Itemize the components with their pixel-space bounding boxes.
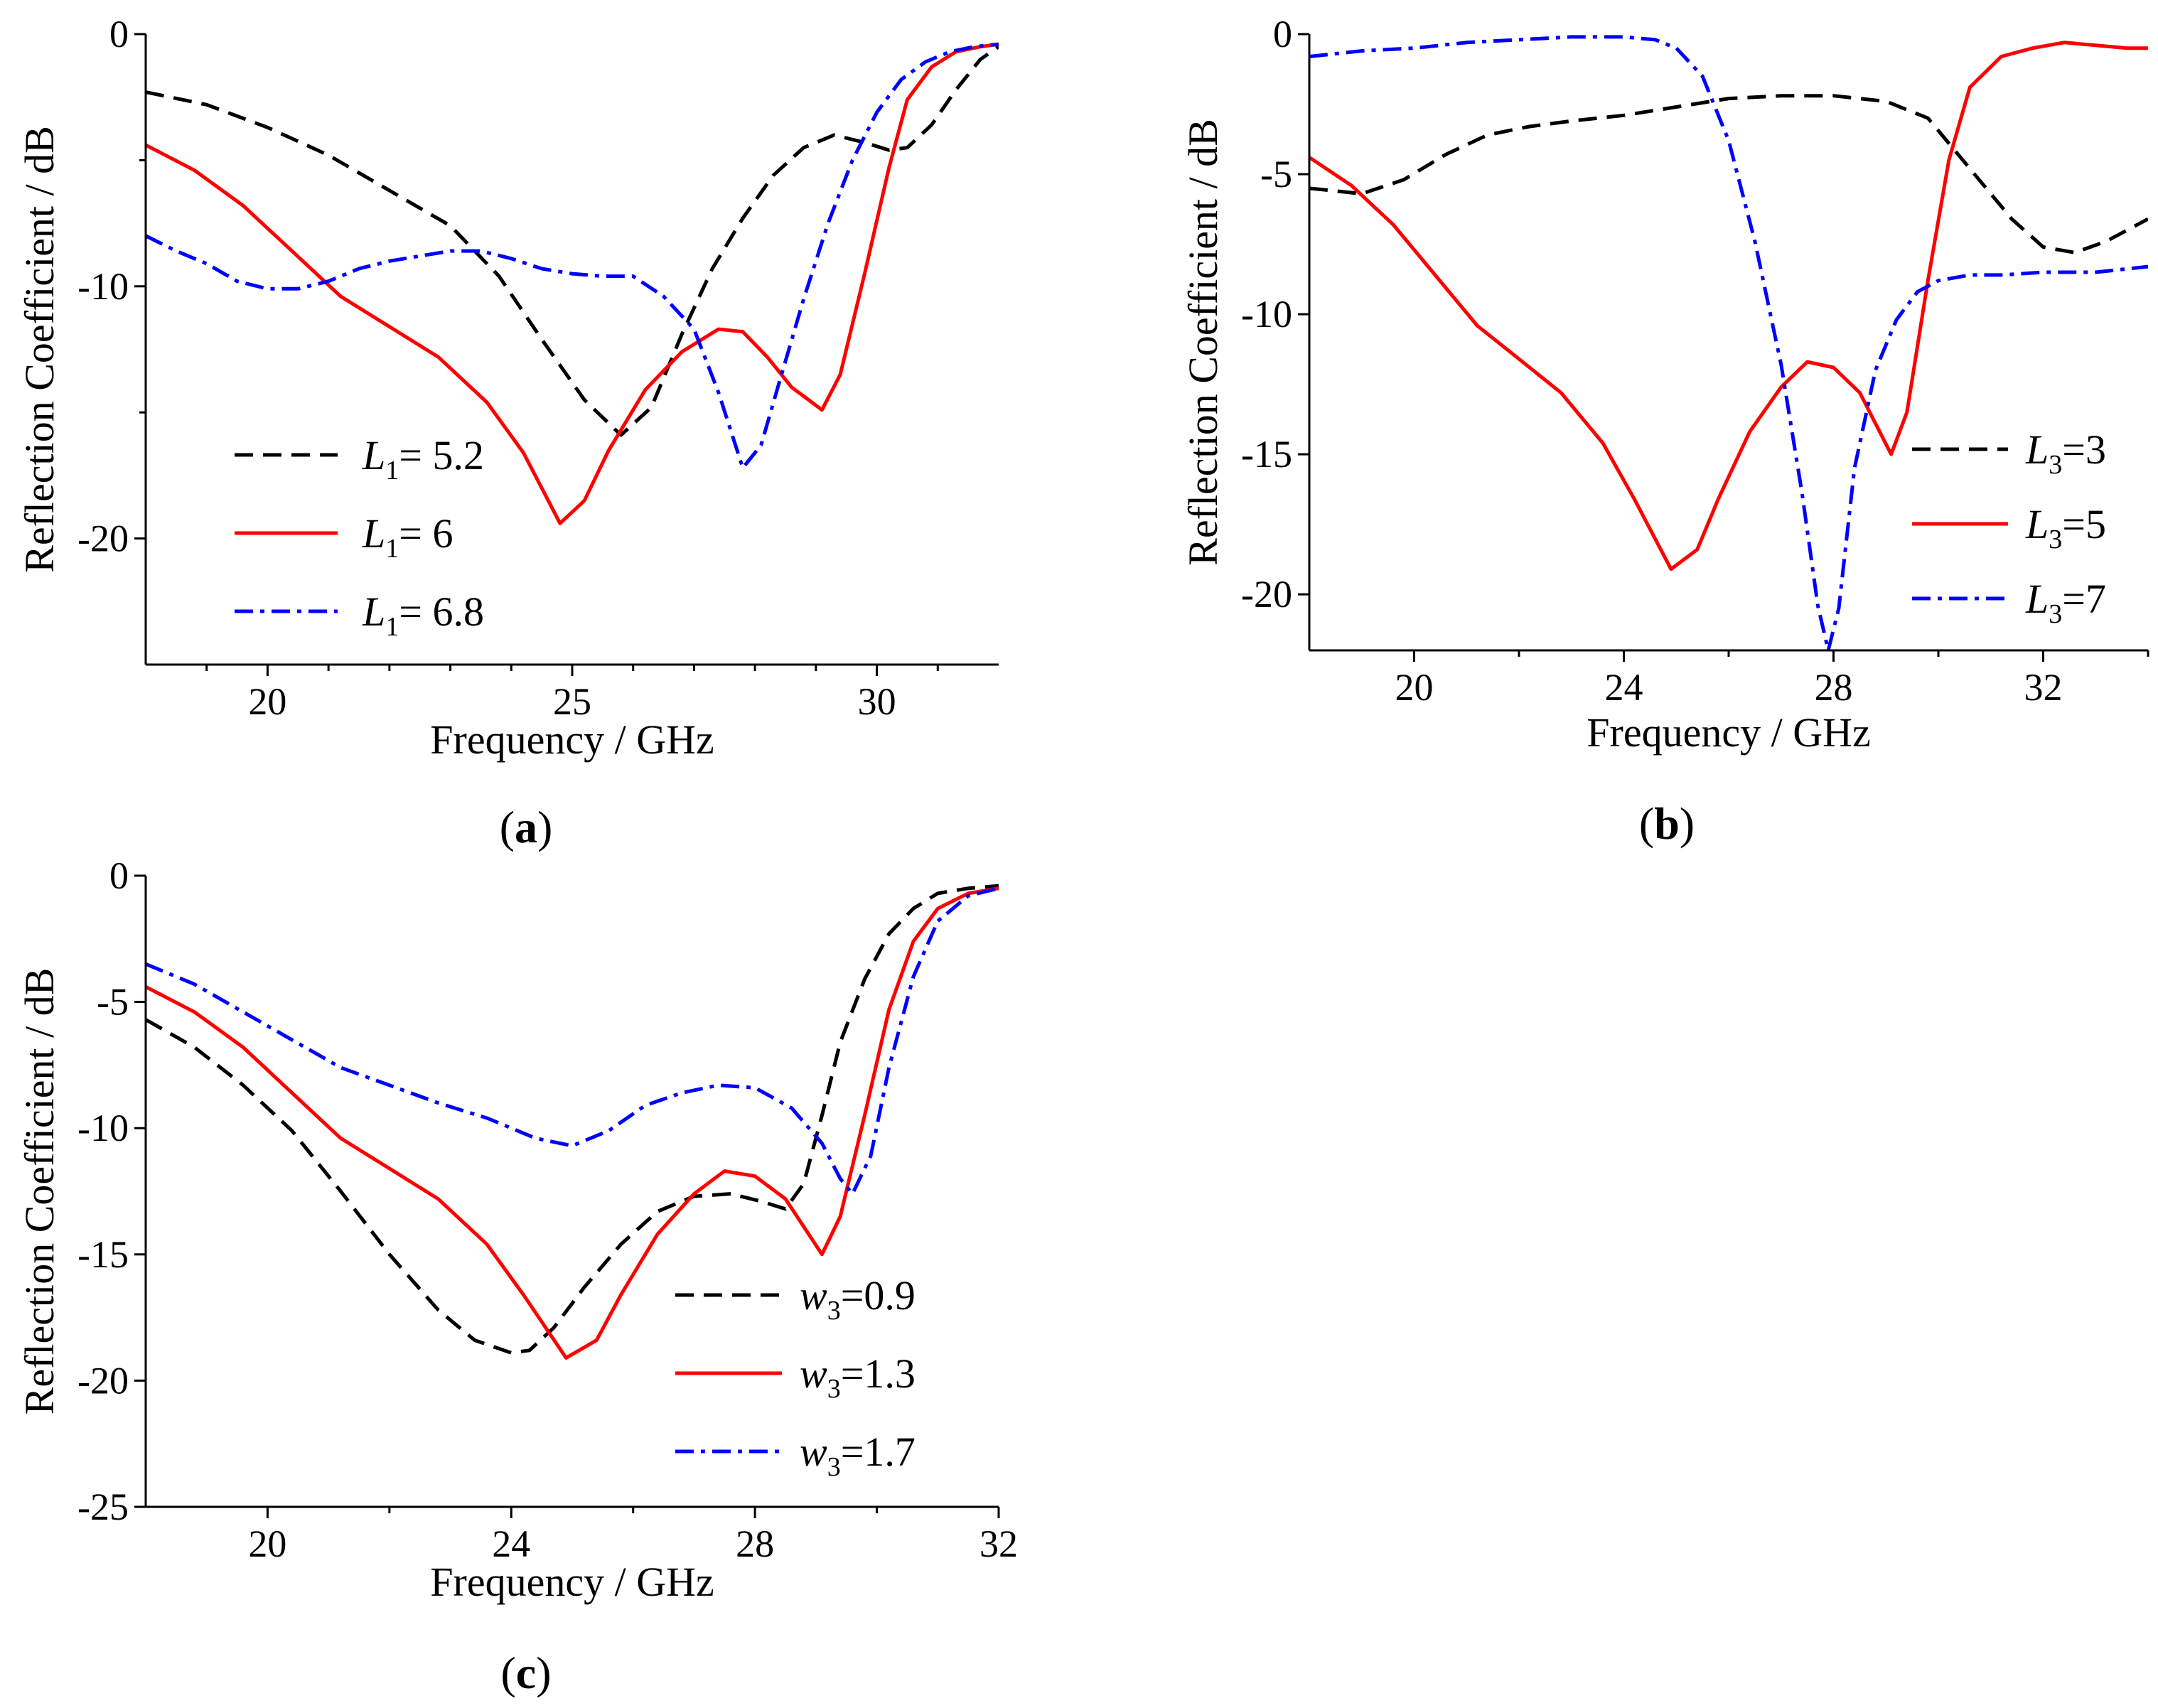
legend-value: =1.3 [841,1350,916,1397]
legend-label-2: w3=1.7 [800,1429,916,1482]
legend-subscript: 3 [2049,525,2062,554]
y-axis-title: Reflection Coefficient / dB [16,126,63,573]
x-axis-title: Frequency / GHz [1587,709,1870,756]
x-axis-title: Frequency / GHz [430,716,714,763]
legend: w3=0.9w3=1.3w3=1.7 [675,1272,916,1482]
legend-var: L [362,432,385,478]
legend: L3=3L3=5L3=7 [1912,426,2106,629]
y-tick-label: -10 [77,1107,129,1149]
legend-label-0: L3=3 [2025,426,2106,480]
legend-label-0: w3=0.9 [800,1272,916,1326]
legend-value: =7 [2062,576,2106,622]
legend-var: L [2025,576,2049,622]
x-tick-label: 25 [553,680,591,723]
legend-var: w [800,1429,827,1475]
panel-paren-open: ( [1639,798,1654,849]
panel-paren-close: ) [537,802,552,852]
x-tick-label: 28 [736,1522,774,1565]
series-line-0 [1309,94,2148,254]
series-line-2 [1309,35,2148,650]
legend-label-2: L3=7 [2025,576,2106,629]
legend-var: L [362,510,385,557]
legend-var: L [2025,501,2049,547]
panel-letter: b [1654,798,1680,849]
x-tick-label: 28 [1815,666,1853,709]
x-tick-label: 32 [2024,666,2063,709]
x-tick-label: 20 [248,680,286,723]
panel-letter: a [515,802,537,852]
y-tick-label: -25 [77,1486,129,1528]
y-tick-label: -20 [77,517,129,560]
legend-label-2: L1= 6.8 [362,589,484,642]
legend-var: w [800,1350,827,1397]
legend-label-1: L1= 6 [362,510,453,564]
panel-label: (b) [1639,798,1695,849]
y-tick-label: -20 [1241,573,1292,616]
series-line-1 [146,42,999,525]
panel-label: (a) [500,802,553,852]
y-axis-title: Reflection Coefficient / dB [1180,119,1226,566]
legend-var: L [362,589,385,635]
legend-value: =1.7 [841,1429,916,1475]
series-line-1 [1309,41,2148,571]
legend-subscript: 3 [2049,599,2062,629]
legend-var: w [800,1272,827,1318]
x-tick-label: 24 [492,1522,530,1565]
y-axis-title: Reflection Coefficient / dB [16,968,63,1415]
x-tick-label: 20 [1395,666,1434,709]
legend-value: =3 [2062,426,2106,473]
x-tick-label: 24 [1605,666,1643,709]
panel-letter: c [516,1648,536,1698]
y-tick-label: -15 [77,1233,129,1276]
x-tick-label: 30 [858,680,896,723]
legend-subscript: 1 [385,456,399,485]
legend-value: = 5.2 [399,432,484,478]
series-line-2 [146,886,999,1196]
legend: L1= 5.2L1= 6L1= 6.8 [235,432,484,642]
chart-a: 20 25 30 0 -10 -20 Frequency / GHz Reflection C… [16,13,999,852]
chart-c: 20 24 28 32 0 -5 -10 -15 -20 -25 Frequency / GHz Re… [16,854,1018,1698]
y-tick-label: -10 [1241,293,1292,335]
legend-subscript: 3 [827,1374,841,1404]
y-tick-label: 0 [109,854,129,897]
series-line-2 [146,42,999,470]
x-tick-label: 20 [248,1522,286,1565]
legend-value: = 6.8 [399,589,484,635]
y-tick-label: -20 [77,1359,129,1402]
legend-label-1: L3=5 [2025,501,2106,554]
legend-value: =0.9 [841,1272,916,1318]
series-line-0 [146,45,999,437]
legend-value: =5 [2062,501,2106,547]
legend-subscript: 1 [385,534,399,564]
chart-b: 20 24 28 32 0 -5 -10 -15 -20 Frequency / GHz Refle… [1180,13,2149,849]
legend-subscript: 3 [827,1452,841,1482]
y-tick-label: 0 [1273,13,1292,55]
series-line-1 [146,886,999,1360]
legend-subscript: 3 [2049,450,2062,480]
panel-label: (c) [500,1648,551,1698]
y-tick-label: -15 [1241,433,1292,476]
panel-paren-close: ) [1680,798,1695,849]
legend-label-1: w3=1.3 [800,1350,916,1404]
panel-paren-open: ( [500,802,515,852]
panel-paren-close: ) [536,1648,551,1698]
x-tick-label: 32 [979,1522,1018,1565]
y-tick-label: -5 [1260,153,1292,195]
y-tick-label: -5 [97,981,129,1024]
panel-paren-open: ( [500,1648,515,1698]
legend-subscript: 3 [827,1296,841,1326]
legend-var: L [2025,426,2049,473]
x-axis-title: Frequency / GHz [430,1559,714,1605]
y-tick-label: 0 [109,13,129,55]
y-tick-label: -10 [77,265,129,308]
legend-value: = 6 [399,510,453,557]
legend-subscript: 1 [385,612,399,642]
series-line-0 [146,883,999,1355]
legend-label-0: L1= 5.2 [362,432,484,485]
